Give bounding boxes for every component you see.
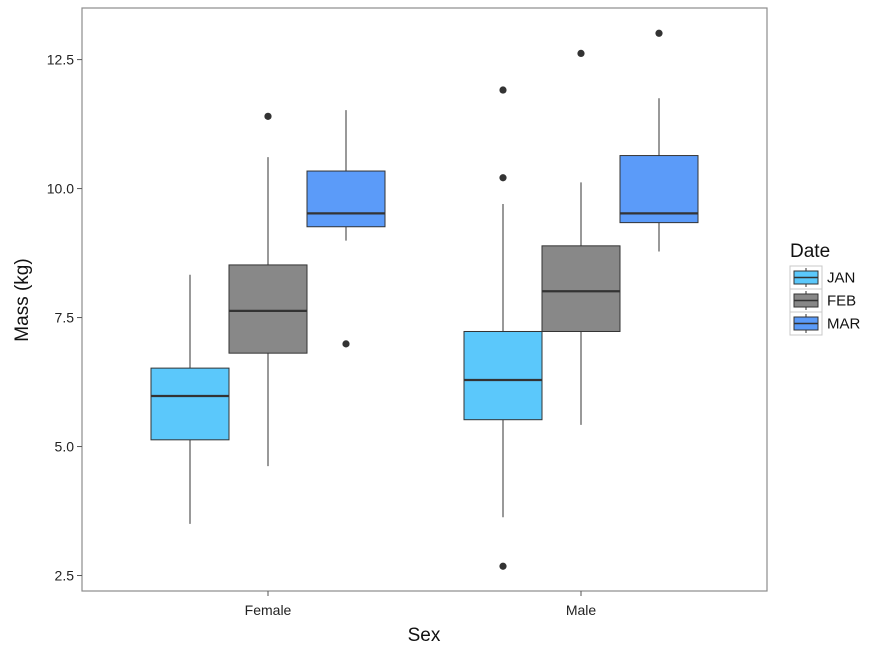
legend-label: FEB xyxy=(827,293,856,310)
outlier-point xyxy=(655,29,663,37)
legend: Date JAN FEB MAR xyxy=(789,241,861,336)
outlier-point xyxy=(342,340,350,348)
legend-title: Date xyxy=(790,241,830,262)
box-iqr xyxy=(306,170,386,228)
outlier-point xyxy=(264,112,272,120)
outlier-point xyxy=(577,49,585,58)
outlier-point xyxy=(499,562,507,570)
x-axis: Female Male xyxy=(245,591,597,618)
box-jan-female xyxy=(150,274,230,524)
legend-item-feb: FEB xyxy=(789,288,856,313)
plot-panel xyxy=(81,7,768,592)
y-axis: 2.5 5.0 7.5 10.0 12.5 xyxy=(47,52,82,584)
x-tick-label: Female xyxy=(245,602,292,618)
y-tick-label: 7.5 xyxy=(55,310,75,326)
x-tick-label: Male xyxy=(566,602,597,618)
outlier-point xyxy=(499,174,507,182)
box-iqr xyxy=(150,367,230,441)
box-iqr xyxy=(619,155,699,224)
y-tick-label: 10.0 xyxy=(47,181,74,197)
legend-label: JAN xyxy=(827,270,855,287)
box-feb-male xyxy=(541,49,621,425)
legend-item-mar: MAR xyxy=(789,311,861,336)
box-mar-female xyxy=(306,110,386,348)
box-iqr xyxy=(228,264,308,354)
y-tick-label: 2.5 xyxy=(55,568,75,584)
box-iqr xyxy=(541,245,621,332)
box-iqr xyxy=(463,330,543,421)
box-feb-female xyxy=(228,112,308,467)
x-axis-title: Sex xyxy=(408,625,441,646)
boxes-layer xyxy=(150,29,699,570)
y-tick-label: 12.5 xyxy=(47,52,74,68)
legend-label: MAR xyxy=(827,316,861,333)
box-mar-male xyxy=(619,29,699,252)
box-jan-male xyxy=(463,86,543,570)
outlier-point xyxy=(499,86,507,94)
y-tick-label: 5.0 xyxy=(55,439,75,455)
legend-item-jan: JAN xyxy=(789,265,855,290)
y-axis-title: Mass (kg) xyxy=(12,258,33,341)
